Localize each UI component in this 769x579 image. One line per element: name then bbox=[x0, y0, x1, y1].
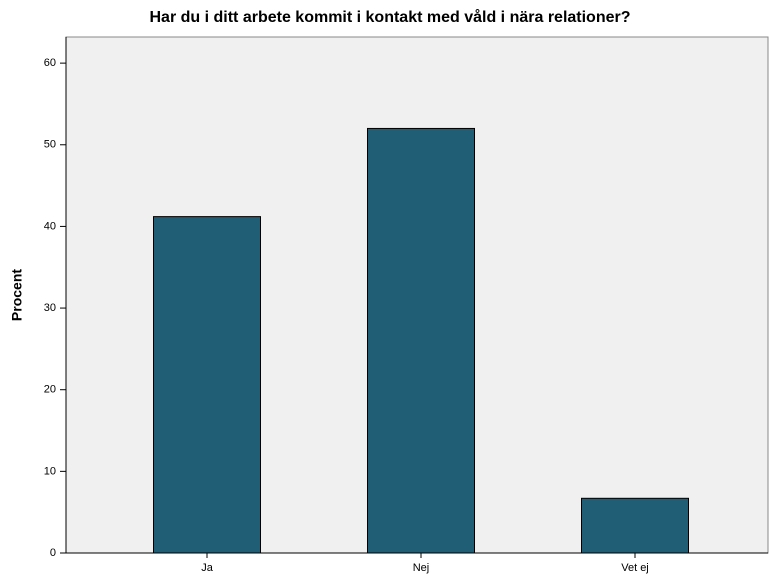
x-tick-label: Nej bbox=[413, 562, 430, 574]
y-tick-label: 60 bbox=[44, 57, 56, 69]
bar bbox=[153, 216, 261, 554]
y-tick-label: 40 bbox=[44, 220, 56, 232]
bar bbox=[367, 127, 475, 554]
y-tick-label: 30 bbox=[44, 302, 56, 314]
y-axis-label: Procent bbox=[9, 269, 25, 321]
x-tick-label: Vet ej bbox=[621, 562, 649, 574]
bar bbox=[581, 497, 689, 554]
y-tick-label: 50 bbox=[44, 139, 56, 151]
y-tick-label: 0 bbox=[50, 547, 56, 559]
x-tick-label: Ja bbox=[201, 562, 214, 574]
y-tick-label: 20 bbox=[44, 384, 56, 396]
chart-title: Har du i ditt arbete kommit i kontakt me… bbox=[150, 8, 631, 26]
y-tick-label: 10 bbox=[44, 465, 56, 477]
